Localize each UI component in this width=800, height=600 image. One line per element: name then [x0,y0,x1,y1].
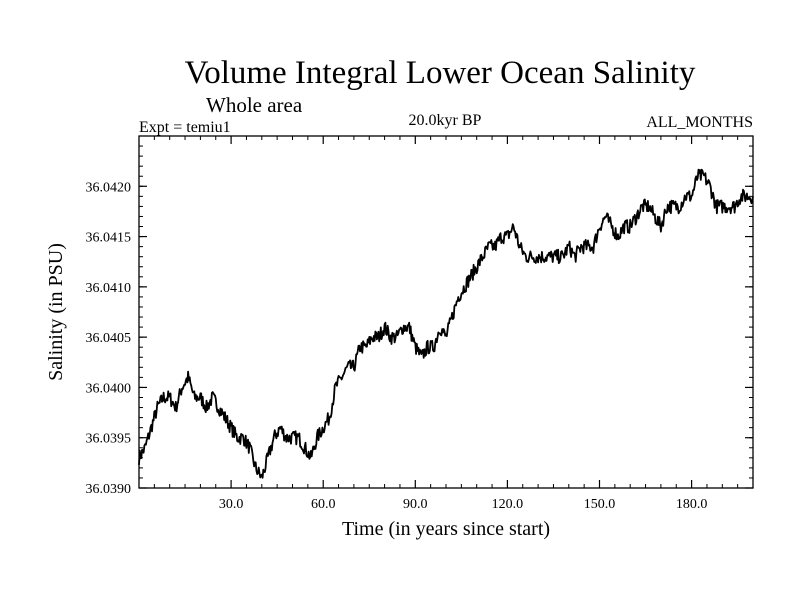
salinity-series-line [138,168,754,479]
x-tick-label: 150.0 [584,497,616,512]
series-layer [138,168,754,479]
chart-subtitle: Whole area [206,93,303,117]
experiment-label: Expt = temiu1 [139,119,231,136]
y-axis-label: Salinity (in PSU) [45,243,67,381]
y-tick-label: 36.0400 [86,381,132,396]
x-tick-label: 30.0 [219,497,244,512]
y-tick-label: 36.0405 [86,331,132,346]
y-ticks: 36.0390 36.0395 36.0400 36.0405 36.0410 36.04… [86,135,753,497]
x-ticks: 30.0 60.0 90.0 120.0 150.0 180.0 [153,136,754,512]
plot-frame [138,135,754,489]
y-tick-label: 36.0420 [86,180,132,195]
y-tick-label: 36.0390 [86,482,132,497]
months-label: ALL_MONTHS [646,114,753,131]
period-label: 20.0kyr BP [409,112,482,129]
x-axis-label: Time (in years since start) [342,518,550,540]
y-tick-label: 36.0410 [86,281,132,296]
chart-title: Volume Integral Lower Ocean Salinity [185,55,696,91]
x-tick-label: 180.0 [676,497,708,512]
y-tick-label: 36.0395 [86,432,132,447]
x-tick-label: 60.0 [311,497,336,512]
x-tick-label: 90.0 [403,497,428,512]
x-tick-label: 120.0 [492,497,524,512]
y-tick-label: 36.0415 [86,231,132,246]
